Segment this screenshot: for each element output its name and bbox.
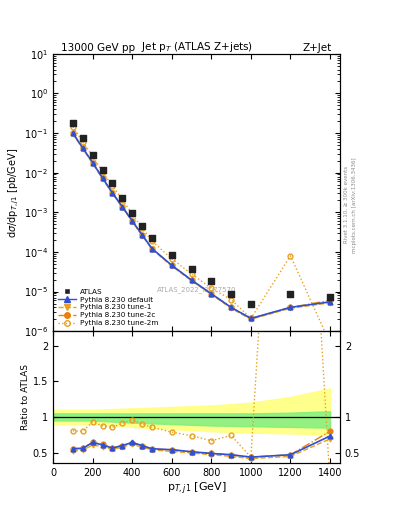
Point (80, 134, 86, 142)
Point (169, 251, 175, 259)
Point (188, 265, 195, 273)
Point (228, 290, 234, 298)
Point (109, 179, 116, 187)
Title: Jet p$_T$ (ATLAS Z+jets): Jet p$_T$ (ATLAS Z+jets) (141, 39, 252, 54)
Point (119, 194, 125, 202)
Point (287, 290, 294, 298)
Point (99, 165, 106, 174)
Text: 13000 GeV pp: 13000 GeV pp (61, 42, 135, 53)
Point (327, 292, 333, 301)
Point (129, 209, 135, 217)
Point (90, 151, 96, 159)
Legend: ATLAS, Pythia 8.230 default, Pythia 8.230 tune-1, Pythia 8.230 tune-2c, Pythia 8: ATLAS, Pythia 8.230 default, Pythia 8.23… (55, 286, 161, 329)
Text: Z+Jet: Z+Jet (303, 42, 332, 53)
Text: mcplots.cern.ch [arXiv:1306.3436]: mcplots.cern.ch [arXiv:1306.3436] (352, 157, 357, 252)
Point (208, 278, 215, 286)
Point (149, 234, 155, 243)
Text: Rivet 3.1.10, ≥ 300k events: Rivet 3.1.10, ≥ 300k events (344, 166, 349, 243)
Point (139, 222, 145, 230)
Point (70, 119, 76, 127)
Y-axis label: Ratio to ATLAS: Ratio to ATLAS (21, 365, 30, 430)
Point (248, 300, 254, 308)
Text: ATLAS_2022_I2077570: ATLAS_2022_I2077570 (157, 286, 236, 293)
X-axis label: p$_{T,j1}$ [GeV]: p$_{T,j1}$ [GeV] (167, 481, 226, 497)
Y-axis label: d$\sigma$/dp$_{T,j1}$ [pb/GeV]: d$\sigma$/dp$_{T,j1}$ [pb/GeV] (7, 147, 21, 238)
